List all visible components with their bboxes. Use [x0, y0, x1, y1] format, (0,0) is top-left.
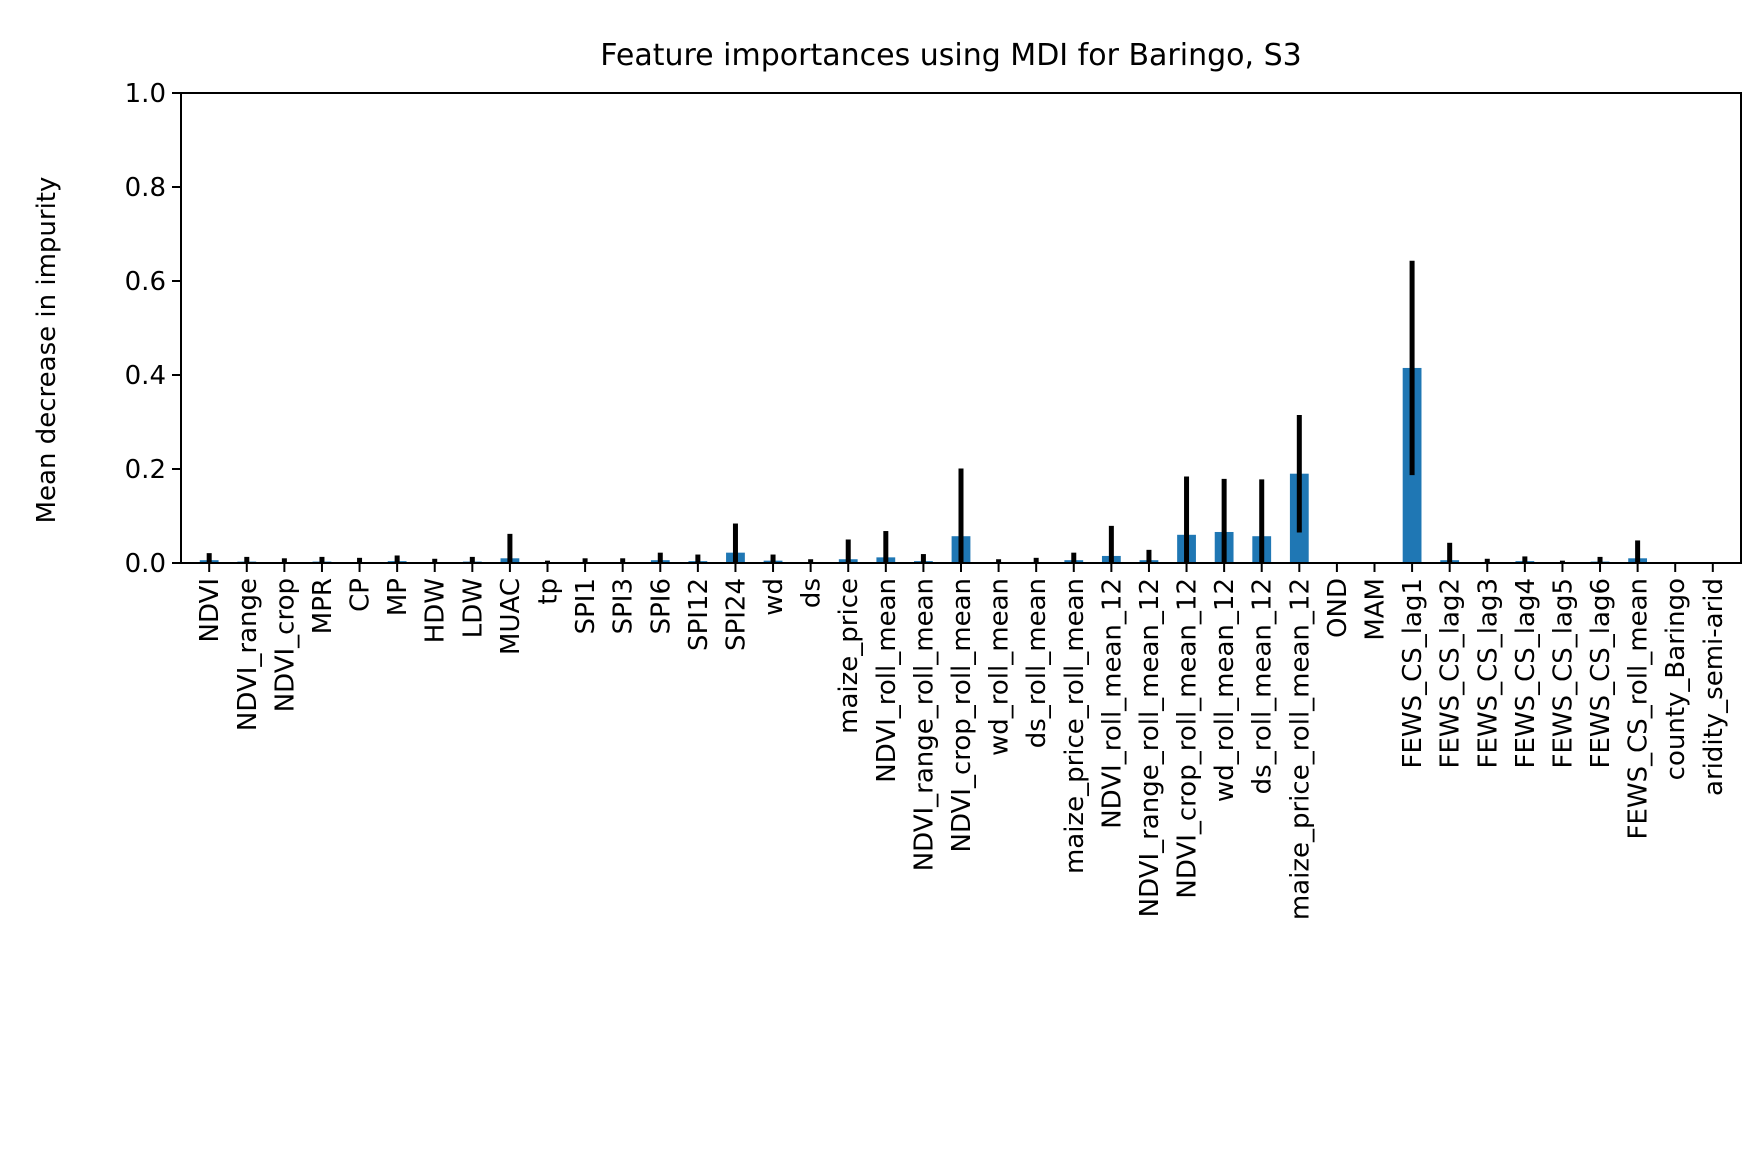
x-tick-label: aridity_semi-arid — [1699, 578, 1729, 796]
x-tick-label: FEWS_CS_lag3 — [1473, 578, 1503, 768]
chart-title: Feature importances using MDI for Baring… — [600, 38, 1301, 73]
y-tick-label: 0.6 — [125, 267, 166, 297]
x-tick-label: ds_roll_mean_12 — [1248, 578, 1278, 794]
y-tick-label: 0.8 — [125, 173, 166, 203]
x-tick-label: tp — [534, 578, 564, 605]
x-tick-label: county_Baringo — [1661, 578, 1691, 780]
x-tick-label: MPR — [308, 578, 338, 634]
x-tick-label: FEWS_CS_lag2 — [1436, 578, 1466, 768]
x-tick-label: ds — [797, 578, 827, 608]
y-axis-label: Mean decrease in impurity — [32, 177, 62, 524]
x-tick-label: maize_price — [834, 578, 864, 734]
x-tick-label: SPI3 — [609, 578, 639, 634]
x-tick-label: NDVI_crop — [270, 578, 300, 712]
x-tick-label: maize_price_roll_mean — [1060, 578, 1090, 874]
x-tick-label: MAM — [1360, 578, 1390, 641]
y-tick-label: 1.0 — [125, 79, 166, 109]
x-tick-label: OND — [1323, 578, 1353, 638]
x-tick-label: NDVI_roll_mean — [872, 578, 902, 783]
x-tick-label: ds_roll_mean — [1022, 578, 1052, 748]
y-tick-label: 0.0 — [125, 549, 166, 579]
x-tick-label: wd_roll_mean — [985, 578, 1015, 756]
x-tick-label: CP — [346, 578, 376, 612]
plot-area — [199, 260, 1648, 563]
x-tick-label: NDVI_crop_roll_mean — [947, 578, 977, 853]
x-tick-label: NDVI_range_roll_mean_12 — [1135, 578, 1165, 917]
x-tick-label: wd — [759, 578, 789, 616]
x-tick-label: FEWS_CS_lag6 — [1586, 578, 1616, 768]
x-tick-label: wd_roll_mean_12 — [1210, 578, 1240, 802]
x-tick-label: FEWS_CS_roll_mean — [1624, 578, 1654, 839]
x-tick-label: SPI24 — [721, 578, 751, 651]
x-tick-label: FEWS_CS_lag1 — [1398, 578, 1428, 768]
x-tick-label: HDW — [421, 578, 451, 643]
x-tick-label: LDW — [458, 578, 488, 638]
x-tick-label: NDVI — [195, 578, 225, 642]
y-tick-label: 0.4 — [125, 361, 166, 391]
x-tick-label: SPI6 — [646, 578, 676, 634]
y-tick-label: 0.2 — [125, 455, 166, 485]
x-tick-label: MP — [383, 578, 413, 616]
x-tick-label: SPI12 — [684, 578, 714, 651]
x-tick-label: NDVI_range_roll_mean — [909, 578, 939, 871]
x-tick-label: maize_price_roll_mean_12 — [1285, 578, 1315, 920]
plot-frame — [180, 92, 1742, 564]
x-tick-label: SPI1 — [571, 578, 601, 634]
x-axis-ticks: NDVI NDVI_range NDVI_crop MPR CP MP HDW LDW MUAC… — [195, 563, 1729, 920]
x-tick-label: FEWS_CS_lag5 — [1548, 578, 1578, 768]
x-tick-label: FEWS_CS_lag4 — [1511, 578, 1541, 768]
x-tick-label: MUAC — [496, 578, 526, 655]
x-tick-label: NDVI_range — [233, 578, 263, 731]
y-axis-ticks: 0.0 0.2 0.4 0.6 0.8 1.0 — [125, 79, 181, 579]
x-tick-label: NDVI_roll_mean_12 — [1097, 578, 1127, 829]
x-tick-label: NDVI_crop_roll_mean_12 — [1173, 578, 1203, 899]
